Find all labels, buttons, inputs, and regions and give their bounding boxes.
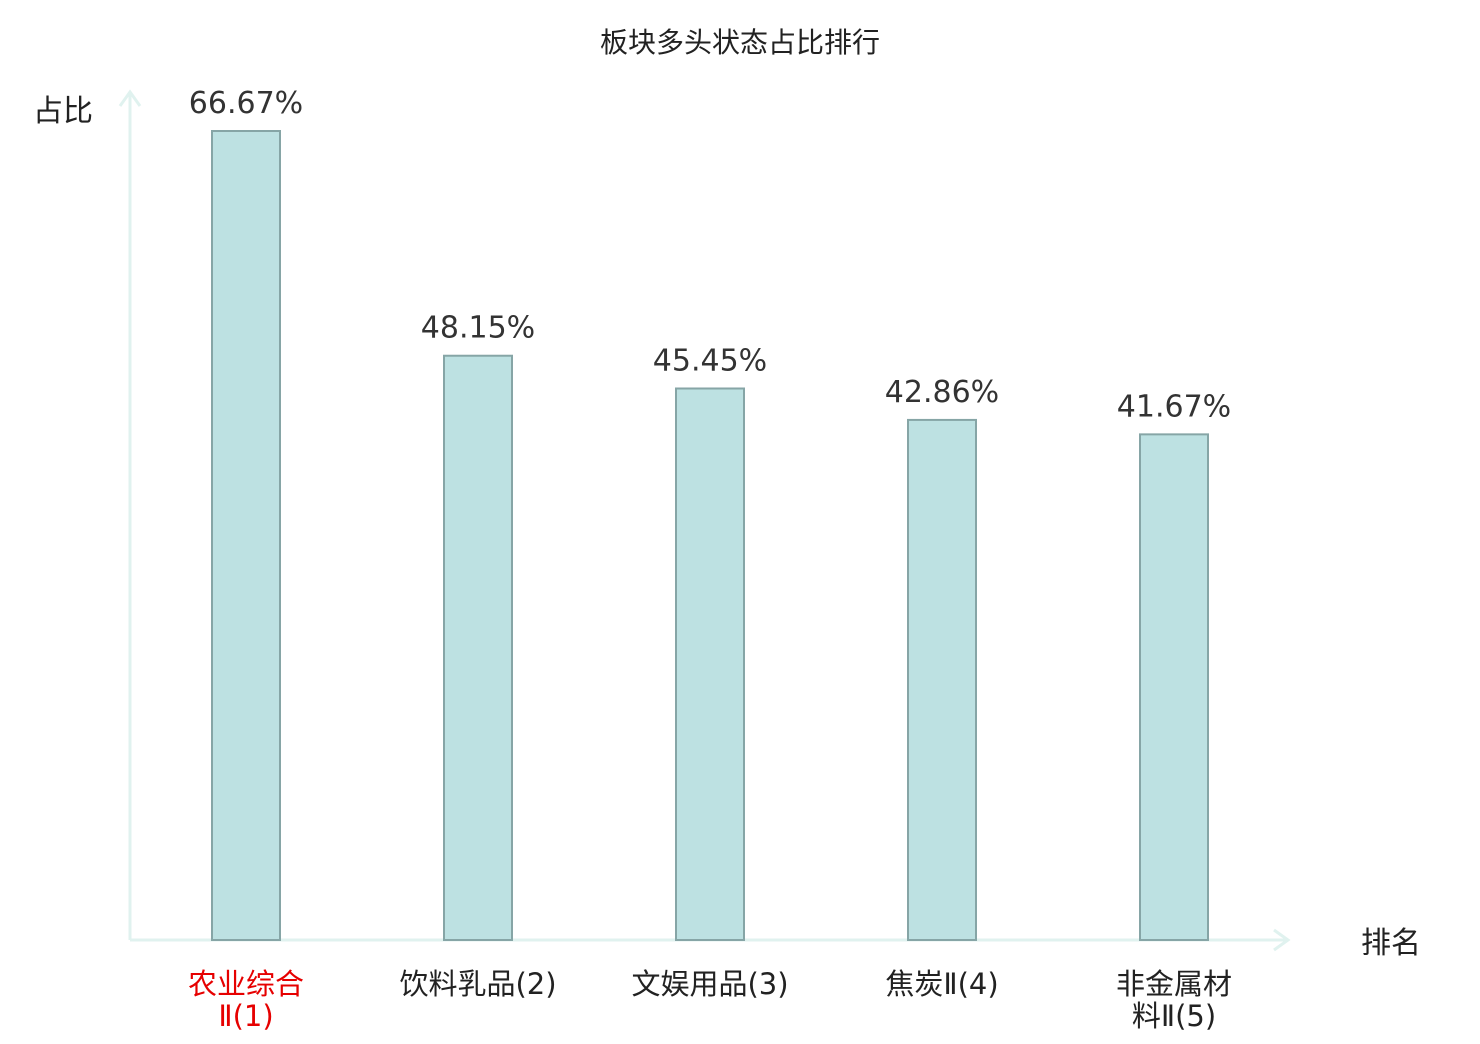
category-tick-label: 农业综合 (188, 967, 304, 1001)
value-labels-group: 66.67% 48.15% 45.45% 42.86% 41.67% (189, 86, 1231, 424)
chart-title: 板块多头状态占比排行 (600, 26, 880, 59)
y-axis-arrow (118, 89, 142, 107)
bar-value-label: 45.45% (653, 343, 767, 378)
bar-value-label: 66.67% (189, 86, 303, 121)
category-tick-label: 焦炭Ⅱ(4) (885, 967, 998, 1001)
category-tick-label: 料Ⅱ(5) (1132, 999, 1216, 1033)
bars-group (211, 130, 1209, 942)
bar (675, 387, 745, 941)
bar-value-label: 42.86% (885, 375, 999, 410)
bar (907, 418, 977, 941)
category-tick-label: 饮料乳品(2) (399, 967, 556, 1001)
category-tick-label: 文娱用品(3) (631, 967, 788, 1001)
bar (443, 354, 513, 942)
y-axis-label: 占比 (33, 94, 93, 129)
category-tick-label: 非金属材 (1116, 967, 1232, 1001)
bar (1139, 433, 1209, 941)
category-tick-label: Ⅱ(1) (218, 999, 273, 1033)
bar-value-label: 48.15% (421, 311, 535, 346)
bar (211, 130, 281, 941)
x-axis-label: 排名 (1361, 926, 1421, 961)
bar-value-label: 41.67% (1117, 389, 1231, 424)
x-axis-arrow (1273, 928, 1291, 952)
